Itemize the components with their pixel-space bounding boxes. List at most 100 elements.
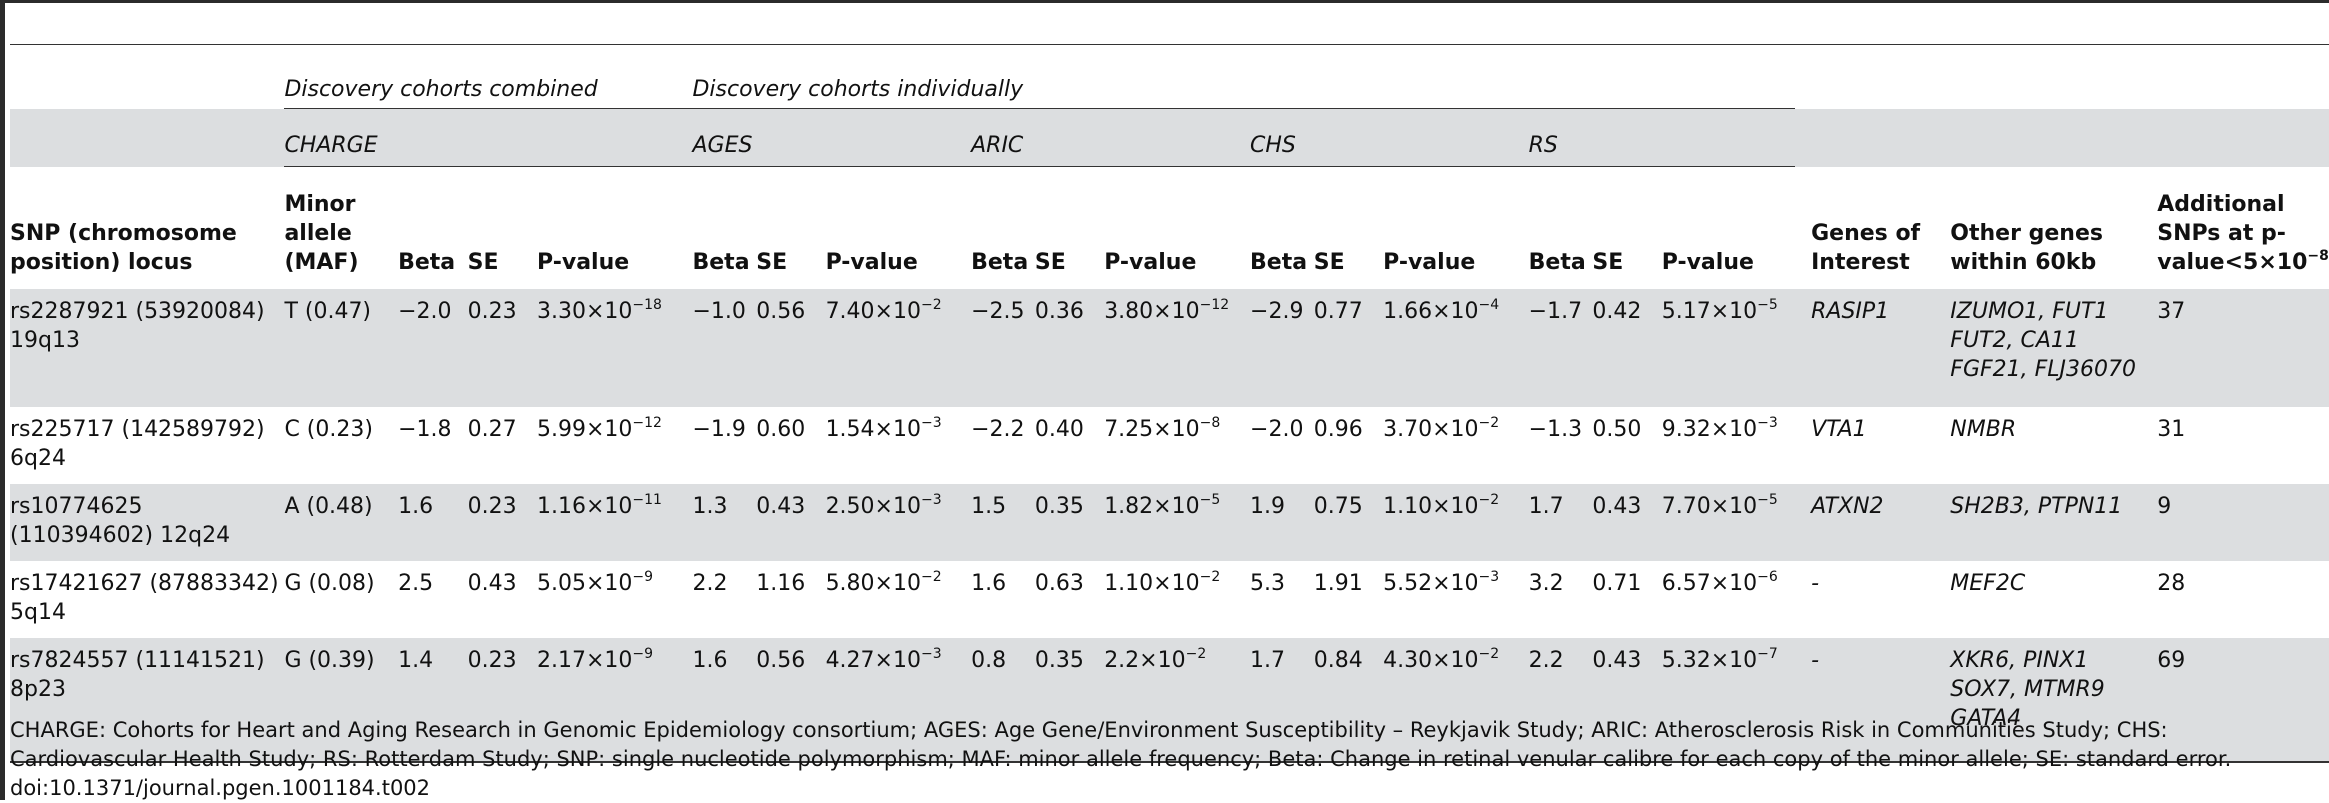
chs-beta-cell: −2.0	[1234, 407, 1314, 484]
chs-beta-value: 5.3	[1250, 571, 1286, 596]
table-footnote: CHARGE: Cohorts for Heart and Aging Rese…	[10, 716, 2329, 803]
left-border	[0, 0, 5, 800]
rs-p-cell: 7.70×10−5	[1661, 484, 1796, 561]
chs-p-value: 1.10×10	[1383, 494, 1479, 519]
ages-beta-cell: 1.6	[676, 638, 757, 763]
allele-value: T (0.47)	[284, 299, 372, 324]
aric-se-cell: 0.35	[1034, 484, 1105, 561]
aric-beta-cell: 0.8	[955, 638, 1035, 763]
charge-se-value: 0.43	[467, 571, 517, 596]
ages-p-exponent: −2	[920, 569, 942, 585]
chs-se-cell: 0.84	[1313, 638, 1384, 763]
aric-p-value: 1.82×10	[1104, 494, 1200, 519]
footnote-doi: doi:10.1371/journal.pgen.1001184.t002	[10, 776, 431, 800]
other-genes-line: SH2B3, PTPN11	[1950, 494, 2123, 519]
aric-p-value: 1.10×10	[1104, 571, 1200, 596]
rs-p-value: 9.32×10	[1661, 417, 1758, 442]
additional-snps-value: 69	[2157, 648, 2186, 673]
charge-beta-value: −1.8	[398, 417, 452, 442]
ages-beta-value: 1.3	[692, 494, 728, 519]
charge-beta-cell: −2.0	[398, 289, 468, 407]
rs-p-cell: 5.17×10−5	[1661, 289, 1796, 407]
other-genes-line: GATA4	[1950, 706, 2022, 731]
aric-beta-cell: 1.5	[955, 484, 1035, 561]
additional-snps-cell: 37	[2141, 289, 2329, 407]
genes-of-interest-value: VTA1	[1811, 417, 1867, 442]
rs-se-cell: 0.42	[1592, 289, 1662, 407]
rs-p-cell: 9.32×10−3	[1662, 407, 1795, 484]
col-header-charge-p: P-value	[536, 250, 630, 275]
additional-snps-value: 37	[2157, 299, 2186, 324]
charge-beta-cell: 1.6	[398, 484, 468, 561]
group-header-combined: Discovery cohorts combined	[284, 46, 677, 109]
aric-p-value: 7.25×10	[1104, 417, 1200, 442]
rs-beta-cell: −1.3	[1513, 407, 1593, 484]
top-border	[0, 0, 2329, 3]
aric-p-cell: 2.2×10−2	[1104, 638, 1235, 763]
additional-snps-cell: 9	[2141, 484, 2329, 561]
chs-se-value: 0.84	[1313, 648, 1363, 673]
allele-cell: T (0.47)	[284, 289, 399, 407]
ages-beta-value: −1.0	[692, 299, 746, 324]
aric-beta-cell: −2.2	[955, 407, 1035, 484]
ages-se-value: 0.56	[756, 648, 806, 673]
ages-p-cell: 2.50×10−3	[825, 484, 956, 561]
additional-snps-cell: 28	[2141, 561, 2329, 638]
aric-beta-value: 1.6	[971, 571, 1007, 596]
snp-cell: rs2287921 (53920084) 19q13	[10, 289, 285, 407]
genes-of-interest-cell: VTA1	[1795, 407, 1934, 484]
ages-beta-value: 1.6	[692, 648, 728, 673]
chs-p-exponent: −2	[1478, 492, 1500, 508]
rs-se-cell: 0.50	[1592, 407, 1661, 484]
charge-beta-cell: 1.4	[398, 638, 468, 763]
aric-beta-value: −2.5	[971, 299, 1025, 324]
genes-of-interest-value: -	[1811, 571, 1820, 596]
rs-p-cell: 6.57×10−6	[1662, 561, 1795, 638]
charge-se-cell: 0.27	[468, 407, 537, 484]
other-genes-cell: MEF2C	[1934, 561, 2141, 638]
chs-p-exponent: −4	[1478, 297, 1500, 313]
aric-beta-value: 0.8	[971, 648, 1007, 673]
rs-se-value: 0.71	[1592, 571, 1642, 596]
rs-p-exponent: −5	[1757, 492, 1778, 508]
chs-p-value: 5.52×10	[1383, 571, 1479, 596]
charge-p-value: 3.30×10	[536, 299, 633, 324]
chs-beta-value: −2.0	[1250, 417, 1304, 442]
chs-p-value: 3.70×10	[1383, 417, 1479, 442]
aric-p-cell: 3.80×10−12	[1104, 289, 1235, 407]
additional-snps-value: 31	[2157, 417, 2186, 442]
col-header-snp: SNP (chromosome position) locus	[10, 221, 237, 275]
aric-beta-cell: −2.5	[955, 289, 1035, 407]
ages-se-cell: 0.56	[756, 289, 826, 407]
aric-se-value: 0.36	[1034, 299, 1084, 324]
charge-se-cell: 0.23	[467, 638, 537, 763]
genes-of-interest-cell: -	[1795, 638, 1935, 763]
chs-beta-cell: 5.3	[1234, 561, 1314, 638]
charge-se-cell: 0.23	[467, 289, 537, 407]
ages-p-value: 1.54×10	[825, 417, 921, 442]
other-genes-line: FUT2, CA11	[1950, 328, 2079, 353]
rs-p-value: 6.57×10	[1661, 571, 1758, 596]
chs-p-exponent: −2	[1478, 646, 1500, 662]
charge-p-value: 2.17×10	[536, 648, 633, 673]
chs-se-value: 1.91	[1313, 571, 1363, 596]
ages-se-value: 0.43	[756, 494, 806, 519]
results-table: Discovery cohorts combined Discovery coh…	[10, 46, 2329, 763]
rs-se-cell: 0.43	[1592, 638, 1662, 763]
ages-beta-cell: −1.9	[676, 407, 756, 484]
col-header-aric-p: P-value	[1104, 250, 1197, 275]
col-header-ages-se: SE	[756, 250, 788, 275]
allele-value: G (0.39)	[284, 648, 375, 673]
chs-p-cell: 5.52×10−3	[1383, 561, 1513, 638]
subheader-chs: CHS	[1234, 108, 1513, 167]
aric-p-exponent: −2	[1199, 569, 1221, 585]
other-genes-line: XKR6, PINX1	[1950, 648, 2089, 673]
aric-se-cell: 0.36	[1034, 289, 1105, 407]
additional-snps-cell: 69	[2141, 638, 2329, 763]
allele-cell: G (0.39)	[284, 638, 399, 763]
charge-p-cell: 3.30×10−18	[536, 289, 677, 407]
chs-beta-value: −2.9	[1250, 299, 1304, 324]
rs-se-value: 0.43	[1592, 648, 1642, 673]
charge-p-exponent: −9	[632, 646, 654, 662]
ages-se-value: 0.60	[756, 417, 806, 442]
